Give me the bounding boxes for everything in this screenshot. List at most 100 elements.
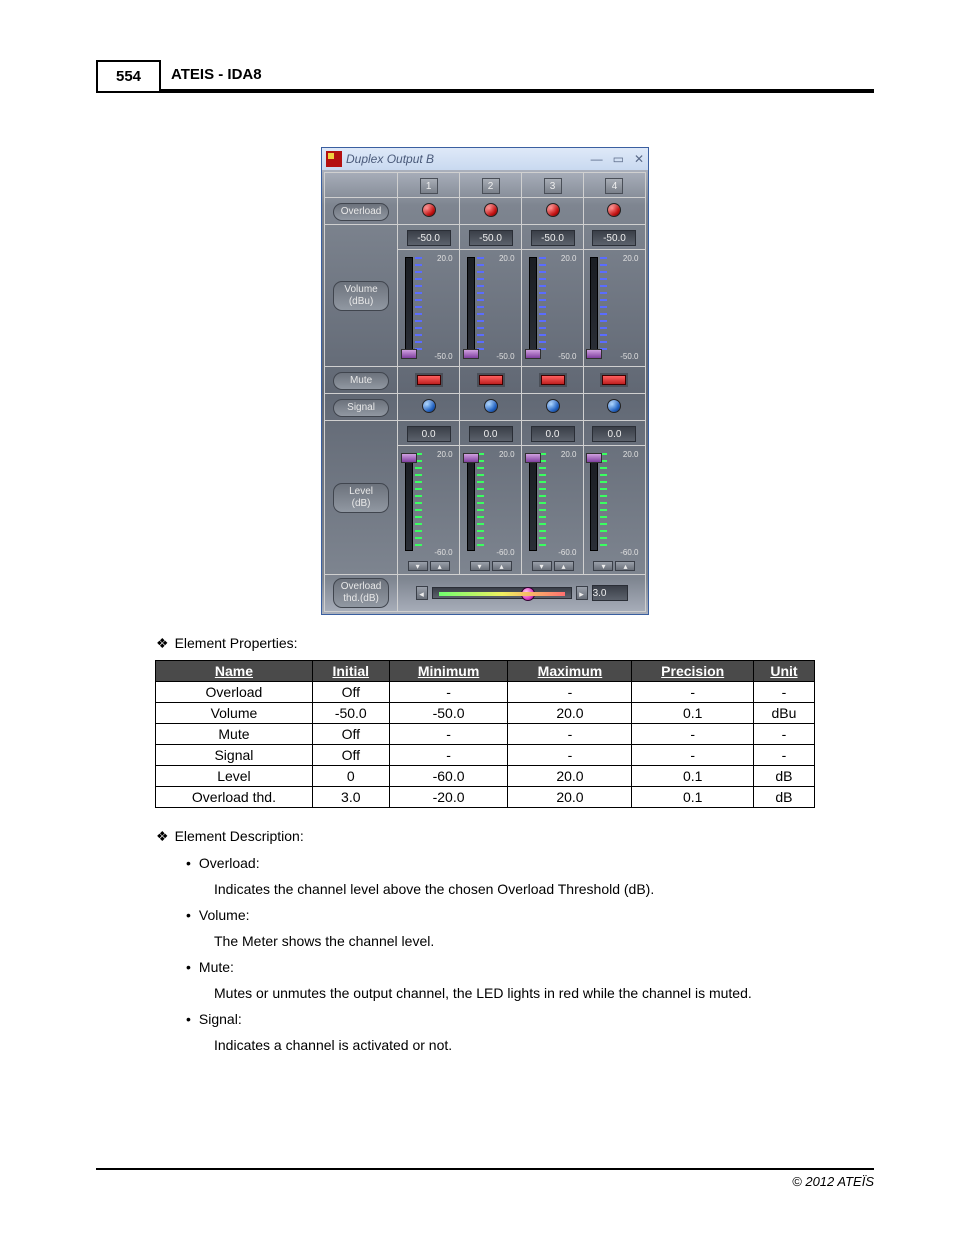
props-table-header: Maximum — [508, 661, 632, 682]
channel-number[interactable]: 3 — [544, 178, 562, 194]
table-cell: -60.0 — [389, 766, 508, 787]
window-title: Duplex Output B — [346, 152, 591, 166]
table-cell: 20.0 — [508, 766, 632, 787]
level-down-button[interactable]: ▾ — [532, 561, 552, 571]
overload-thd-label: Overload thd.(dB) — [333, 578, 389, 608]
level-value[interactable]: 0.0 — [592, 426, 636, 442]
table-cell: - — [508, 745, 632, 766]
table-row: SignalOff---- — [156, 745, 815, 766]
channel-header-row: 1 2 3 4 — [325, 173, 646, 198]
volume-label: Volume (dBu) — [333, 281, 389, 311]
table-cell: - — [508, 682, 632, 703]
table-cell: 3.0 — [312, 787, 389, 808]
page-footer: © 2012 ATEÏS — [96, 1168, 874, 1189]
mute-button[interactable] — [541, 375, 565, 385]
table-cell: - — [389, 682, 508, 703]
table-cell: Off — [312, 724, 389, 745]
table-row: Volume-50.0-50.020.00.1dBu — [156, 703, 815, 724]
list-item: Overload:Indicates the channel level abo… — [186, 855, 874, 897]
table-cell: Level — [156, 766, 313, 787]
mute-button[interactable] — [602, 375, 626, 385]
level-meter[interactable]: 20.0 -60.0 — [586, 449, 642, 559]
props-table-header: Precision — [632, 661, 753, 682]
maximize-icon[interactable]: ▭ — [613, 152, 624, 166]
description-list: Overload:Indicates the channel level abo… — [186, 855, 874, 1053]
overload-led — [422, 203, 436, 217]
table-cell: Volume — [156, 703, 313, 724]
level-meter[interactable]: 20.0 -60.0 — [463, 449, 519, 559]
thd-decrement-button[interactable]: ◂ — [416, 586, 428, 600]
table-cell: - — [753, 745, 814, 766]
level-down-button[interactable]: ▾ — [408, 561, 428, 571]
volume-slider[interactable] — [586, 349, 602, 359]
table-cell: Off — [312, 682, 389, 703]
desc-item-name: Signal: — [186, 1011, 874, 1027]
duplex-output-window: Duplex Output B — ▭ ✕ 1 2 3 4 — [321, 147, 649, 615]
level-value[interactable]: 0.0 — [469, 426, 513, 442]
volume-value[interactable]: -50.0 — [469, 230, 513, 246]
level-slider[interactable] — [463, 453, 479, 463]
table-cell: 20.0 — [508, 703, 632, 724]
properties-table: NameInitialMinimumMaximumPrecisionUnit O… — [155, 660, 815, 808]
signal-led — [607, 399, 621, 413]
table-cell: dB — [753, 766, 814, 787]
desc-item-text: Mutes or unmutes the output channel, the… — [214, 985, 874, 1001]
volume-meter[interactable]: 20.0 -50.0 — [463, 253, 519, 363]
level-slider[interactable] — [525, 453, 541, 463]
level-up-button[interactable]: ▴ — [554, 561, 574, 571]
scale-bot: -50.0 — [434, 353, 452, 361]
table-cell: Signal — [156, 745, 313, 766]
close-icon[interactable]: ✕ — [634, 152, 644, 166]
level-up-button[interactable]: ▴ — [492, 561, 512, 571]
level-slider[interactable] — [401, 453, 417, 463]
volume-slider[interactable] — [401, 349, 417, 359]
section-title-properties: Element Properties: — [156, 635, 874, 652]
table-cell: Overload thd. — [156, 787, 313, 808]
volume-value[interactable]: -50.0 — [531, 230, 575, 246]
mute-button[interactable] — [417, 375, 441, 385]
level-down-button[interactable]: ▾ — [593, 561, 613, 571]
level-slider[interactable] — [586, 453, 602, 463]
props-table-header: Initial — [312, 661, 389, 682]
desc-item-name: Volume: — [186, 907, 874, 923]
thd-handle[interactable] — [521, 587, 535, 601]
section-title-description: Element Description: — [156, 828, 874, 845]
header-title: ATEIS - IDA8 — [161, 60, 874, 91]
list-item: Signal:Indicates a channel is activated … — [186, 1011, 874, 1053]
table-cell: - — [389, 724, 508, 745]
desc-item-text: Indicates the channel level above the ch… — [214, 881, 874, 897]
channel-number[interactable]: 1 — [420, 178, 438, 194]
thd-increment-button[interactable]: ▸ — [576, 586, 588, 600]
table-cell: - — [389, 745, 508, 766]
page-header: 554 ATEIS - IDA8 — [96, 60, 874, 91]
level-up-button[interactable]: ▴ — [430, 561, 450, 571]
level-meter[interactable]: 20.0 -60.0 — [401, 449, 457, 559]
volume-meter[interactable]: 20.0 -50.0 — [586, 253, 642, 363]
level-down-button[interactable]: ▾ — [470, 561, 490, 571]
table-row: MuteOff---- — [156, 724, 815, 745]
mute-button[interactable] — [479, 375, 503, 385]
volume-slider[interactable] — [525, 349, 541, 359]
volume-meter[interactable]: 20.0 -50.0 — [525, 253, 581, 363]
props-table-header: Unit — [753, 661, 814, 682]
level-value[interactable]: 0.0 — [531, 426, 575, 442]
table-cell: 0.1 — [632, 766, 753, 787]
table-row: Level0-60.020.00.1dB — [156, 766, 815, 787]
minimize-icon[interactable]: — — [591, 152, 603, 166]
mute-label: Mute — [333, 372, 389, 390]
level-up-button[interactable]: ▴ — [615, 561, 635, 571]
level-meter[interactable]: 20.0 -60.0 — [525, 449, 581, 559]
overload-thd-value[interactable]: 3.0 — [592, 585, 628, 601]
channel-number[interactable]: 4 — [605, 178, 623, 194]
title-bar[interactable]: Duplex Output B — ▭ ✕ — [322, 148, 648, 170]
volume-meter[interactable]: 20.0 -50.0 — [401, 253, 457, 363]
channel-number[interactable]: 2 — [482, 178, 500, 194]
level-value[interactable]: 0.0 — [407, 426, 451, 442]
volume-slider[interactable] — [463, 349, 479, 359]
volume-value[interactable]: -50.0 — [407, 230, 451, 246]
overload-thd-slider[interactable] — [432, 587, 572, 599]
table-cell: Mute — [156, 724, 313, 745]
table-cell: dBu — [753, 703, 814, 724]
desc-item-text: The Meter shows the channel level. — [214, 933, 874, 949]
volume-value[interactable]: -50.0 — [592, 230, 636, 246]
